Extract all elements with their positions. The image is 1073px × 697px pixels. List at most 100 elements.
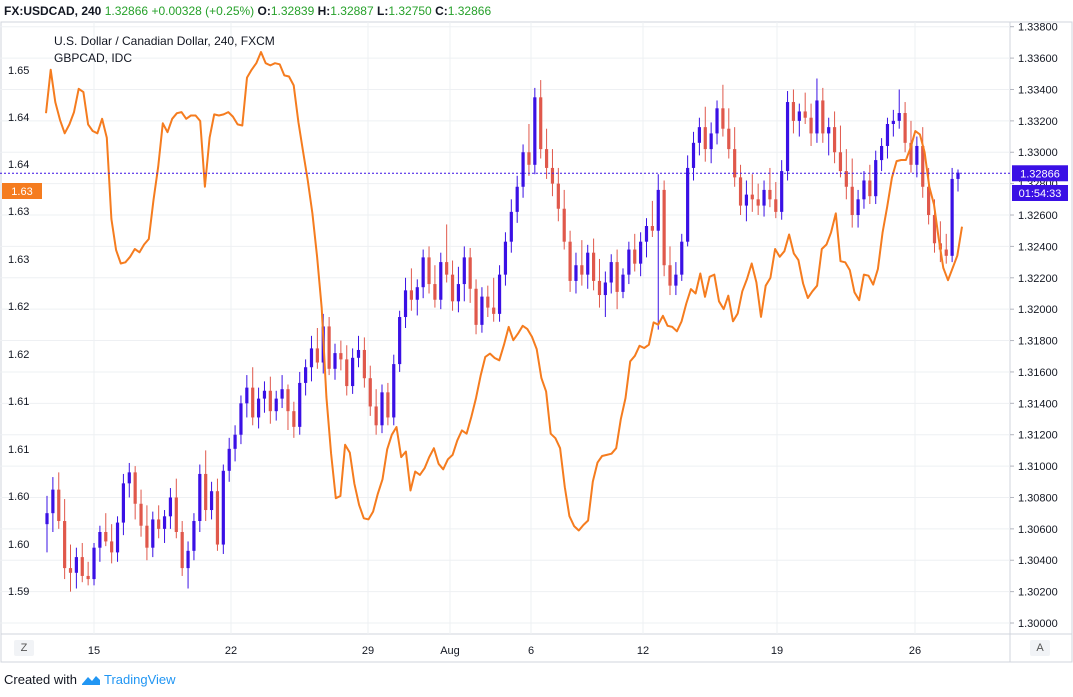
candle [251, 367, 255, 426]
symbol-header: FX:USDCAD, 240 1.32866 +0.00328 (+0.25%)… [4, 2, 491, 20]
left-tick-label: 1.65 [8, 65, 29, 77]
left-tick-label: 1.63 [8, 254, 29, 266]
candle [168, 488, 173, 529]
candle [774, 182, 778, 219]
candle [503, 232, 508, 286]
candle [815, 78, 819, 143]
candle [568, 230, 572, 292]
x-tick-label: Aug [440, 645, 460, 657]
symbol-name[interactable]: FX:USDCAD, 240 [4, 4, 102, 18]
candle [715, 100, 719, 145]
candle [550, 149, 555, 197]
candle [68, 544, 73, 592]
candle [891, 109, 895, 137]
left-scale-button[interactable]: Z [14, 640, 34, 656]
right-tick-label: 1.30200 [1018, 587, 1058, 599]
candle [309, 335, 314, 382]
x-tick-label: 6 [528, 645, 534, 657]
candle [157, 505, 161, 539]
candle [139, 489, 143, 537]
candle [903, 102, 907, 153]
right-tick-label: 1.30400 [1018, 555, 1058, 567]
candle [733, 127, 737, 187]
high-value: 1.32887 [330, 4, 374, 18]
candle [662, 180, 666, 277]
candle [609, 254, 613, 294]
candle [821, 87, 825, 143]
last-price: 1.32866 [104, 4, 149, 18]
candle [574, 252, 578, 294]
candle [380, 384, 384, 434]
candle [738, 164, 743, 216]
candle [897, 89, 901, 129]
candle [398, 310, 402, 372]
candle [450, 260, 455, 311]
open-value: 1.32839 [270, 4, 315, 18]
left-badge-text: 1.63 [11, 186, 32, 198]
candle [162, 510, 167, 543]
candle [180, 521, 184, 576]
candle [239, 395, 243, 445]
right-tick-label: 1.30600 [1018, 524, 1058, 536]
right-tick-label: 1.32200 [1018, 273, 1058, 285]
candle [915, 136, 919, 178]
candle [744, 180, 749, 222]
candle [850, 158, 854, 228]
candle [686, 155, 690, 247]
candle [174, 478, 178, 539]
candle [533, 87, 537, 175]
candle [274, 390, 278, 421]
candle [104, 513, 108, 547]
candle [462, 246, 466, 302]
candle [639, 232, 643, 277]
right-tick-label: 1.32400 [1018, 241, 1058, 253]
auto-scale-button[interactable]: A [1030, 640, 1050, 656]
candle [151, 511, 155, 558]
high-label: H: [317, 4, 331, 18]
candle [204, 450, 208, 522]
candle [386, 382, 390, 426]
right-tick-label: 1.33200 [1018, 116, 1058, 128]
candle [497, 265, 502, 322]
low-value: 1.32750 [388, 4, 432, 18]
candle [650, 200, 654, 237]
left-tick-label: 1.62 [8, 349, 29, 361]
candle [186, 541, 190, 589]
candle [785, 91, 790, 181]
candle [421, 249, 425, 299]
right-tick-label: 1.31000 [1018, 461, 1058, 473]
right-tick-label: 1.30800 [1018, 492, 1058, 504]
right-tick-label: 1.32600 [1018, 210, 1058, 222]
left-axis-ticks: 1.65 1.64 1.64 1.63 1.63 1.62 1.62 1.61 1.61 1.60… [8, 65, 29, 598]
candle [392, 354, 396, 426]
candle [750, 174, 754, 212]
candle [209, 481, 214, 520]
candle [245, 375, 249, 418]
x-tick-label: 26 [909, 645, 921, 657]
countdown-badge-text: 01:54:33 [1019, 188, 1062, 200]
close-label: C: [435, 4, 448, 18]
candle [627, 241, 631, 285]
candle [621, 268, 625, 299]
candle [439, 252, 443, 310]
candle [74, 547, 78, 589]
candle [92, 542, 96, 586]
x-tick-label: 15 [88, 645, 100, 657]
tradingview-logo[interactable]: TradingView [81, 672, 176, 687]
candle [827, 117, 831, 156]
candle [362, 337, 366, 388]
right-tick-label: 1.32000 [1018, 304, 1058, 316]
left-tick-label: 1.63 [8, 206, 29, 218]
right-tick-label: 1.33000 [1018, 147, 1058, 159]
candle [515, 175, 519, 223]
chart-frame [0, 21, 1073, 663]
countdown-badge: 01:54:33 [1012, 185, 1068, 201]
candle [63, 499, 67, 580]
candle [721, 84, 725, 137]
candle [304, 359, 308, 396]
candle [509, 199, 513, 253]
left-tick-label: 1.62 [8, 301, 29, 313]
created-with-text: Created with [4, 672, 77, 687]
candle [268, 376, 272, 424]
